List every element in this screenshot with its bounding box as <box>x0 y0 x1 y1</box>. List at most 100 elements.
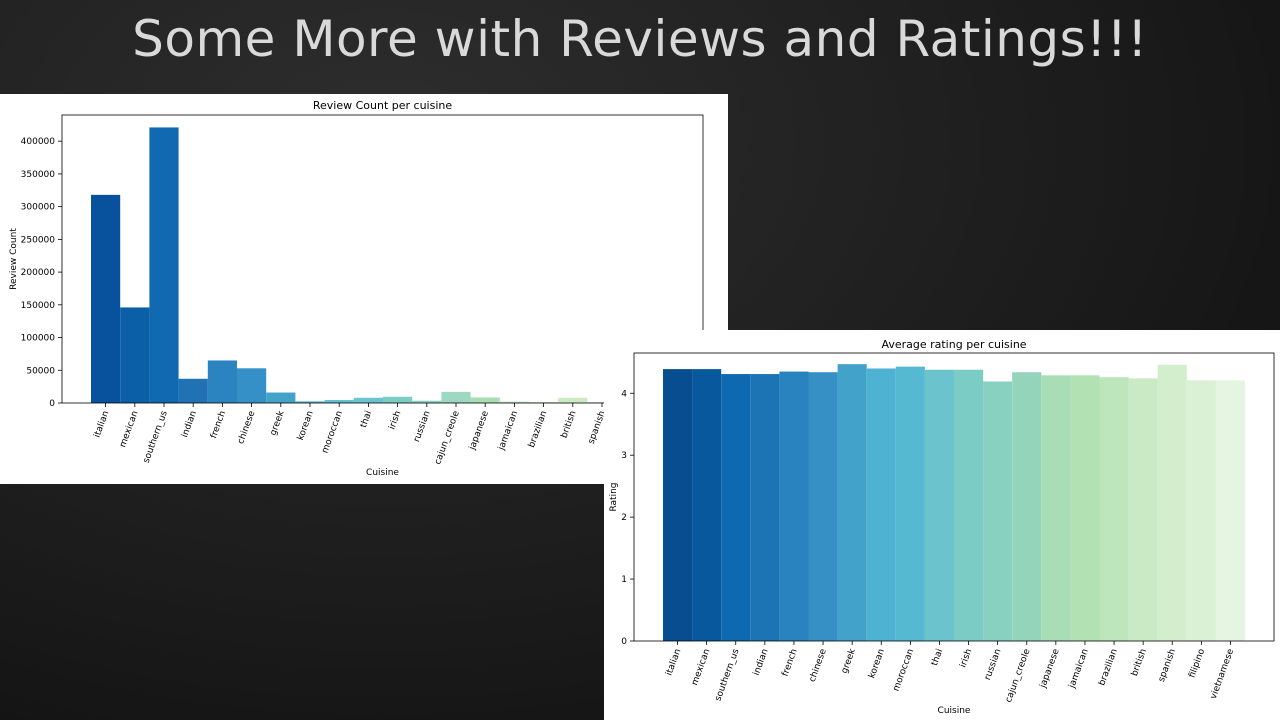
ratings-x-tick-label: cajun_creole <box>1004 647 1033 704</box>
review-count-chart: Review Count per cuisine italian mexican so… <box>9 99 704 478</box>
ratings-x-tick-label: moroccan <box>892 648 917 693</box>
slide-title: Some More with Reviews and Ratings!!! <box>132 10 1148 68</box>
reviews-bar <box>295 401 325 403</box>
reviews-y-axis-label: Review Count <box>9 228 19 290</box>
ratings-x-tick-label: filipino <box>1187 647 1207 679</box>
ratings-x-tick-label: mexican <box>690 648 712 687</box>
reviews-y-tick-label: 400000 <box>21 137 56 147</box>
reviews-bar <box>237 368 267 403</box>
reviews-bar <box>587 402 617 403</box>
ratings-x-tick-label: spanish <box>1157 648 1178 684</box>
ratings-bar <box>1186 380 1216 641</box>
ratings-x-tick-label: southern_us <box>713 647 741 702</box>
reviews-y-tick-label: 150000 <box>21 301 56 311</box>
ratings-bar <box>779 371 809 641</box>
ratings-x-tick-label: thai <box>930 648 945 668</box>
ratings-x-tick-label: vietnamese <box>1209 647 1237 700</box>
reviews-bar <box>383 396 413 403</box>
reviews-y-tick-label: 250000 <box>21 235 56 245</box>
reviews-x-tick-label: greek <box>268 409 286 437</box>
reviews-x-tick-label: indian <box>180 410 199 439</box>
ratings-bar <box>954 369 984 641</box>
ratings-x-axis-label: Cuisine <box>938 706 971 716</box>
ratings-x-tick-label: jamaican <box>1067 648 1091 691</box>
ratings-bar <box>1128 378 1158 641</box>
ratings-bar <box>1012 372 1042 641</box>
reviews-x-axis-label: Cuisine <box>366 468 399 478</box>
ratings-x-tick-label: brazilian <box>1097 648 1120 687</box>
ratings-x-tick-label: indian <box>752 648 771 677</box>
reviews-x-tick-label: russian <box>412 410 433 444</box>
ratings-y-axis-label: Rating <box>609 482 619 511</box>
reviews-bar <box>91 194 121 403</box>
reviews-x-tick-label: italian <box>93 410 112 440</box>
ratings-bar <box>895 366 925 641</box>
reviews-bar <box>441 391 471 403</box>
reviews-bar <box>266 392 296 403</box>
ratings-bar <box>1157 364 1187 641</box>
ratings-x-tick-label: french <box>781 648 800 678</box>
reviews-x-tick-label: mexican <box>118 410 140 449</box>
reviews-axes-frame <box>61 114 704 404</box>
reviews-bar <box>353 397 383 403</box>
ratings-bar <box>1041 375 1071 641</box>
reviews-x-tick-label: brazilian <box>527 410 550 449</box>
reviews-x-tick-label: korean <box>296 410 316 442</box>
ratings-bar <box>866 368 896 641</box>
reviews-x-tick-label: cajun_creole <box>433 409 462 466</box>
reviews-y-tick-label: 100000 <box>21 334 56 344</box>
ratings-title: Average rating per cuisine <box>881 338 1026 351</box>
ratings-x-tick-label: japanese <box>1038 647 1062 690</box>
reviews-title: Review Count per cuisine <box>313 99 453 112</box>
reviews-x-tick-label: thai <box>359 410 374 430</box>
ratings-bar <box>750 374 780 641</box>
reviews-x-tick-label: british <box>560 410 579 440</box>
ratings-x-tick-label: russian <box>983 648 1004 682</box>
ratings-x-tick-label: greek <box>840 647 858 675</box>
ratings-bar <box>924 369 954 641</box>
reviews-bar <box>120 307 150 403</box>
ratings-x-tick-label: korean <box>867 648 887 680</box>
reviews-bar <box>149 127 179 403</box>
ratings-x-tick-label: italian <box>664 648 683 678</box>
reviews-x-tick-label: japanese <box>467 409 491 452</box>
reviews-x-tick-label: moroccan <box>320 410 345 455</box>
reviews-x-tick-label: chinese <box>236 409 257 445</box>
reviews-bar <box>529 402 559 403</box>
reviews-x-tick-label: french <box>209 410 228 440</box>
reviews-x-tick-label: jamaican <box>496 410 520 453</box>
ratings-y-tick-label: 3 <box>621 451 627 461</box>
ratings-y-tick-label: 2 <box>621 513 627 523</box>
average-rating-chart-panel: Average rating per cuisine italian mexican… <box>604 330 1280 720</box>
reviews-x-tick-label: irish <box>387 410 403 431</box>
ratings-x-tick-label: irish <box>958 648 974 669</box>
ratings-x-tick-label: chinese <box>808 647 829 683</box>
reviews-y-tick-label: 0 <box>49 399 55 409</box>
ratings-bar <box>1215 380 1245 641</box>
ratings-y-tick-label: 4 <box>621 389 627 399</box>
ratings-x-tick-label: british <box>1130 648 1149 678</box>
ratings-bar <box>1099 377 1129 641</box>
reviews-y-tick-label: 50000 <box>26 366 55 376</box>
ratings-bar <box>837 364 867 641</box>
reviews-y-tick-label: 350000 <box>21 170 56 180</box>
ratings-bar <box>663 369 693 641</box>
review-count-chart-panel: Review Count per cuisine italian mexican so… <box>0 94 728 484</box>
ratings-axes-frame <box>633 352 1275 642</box>
reviews-y-tick-label: 200000 <box>21 268 56 278</box>
reviews-bar <box>412 400 442 403</box>
reviews-bar <box>178 378 208 403</box>
reviews-x-tick-label: southern_us <box>142 409 170 464</box>
average-rating-chart: Average rating per cuisine italian mexican… <box>609 338 1275 716</box>
ratings-bar <box>692 369 722 641</box>
ratings-bar <box>1070 375 1100 641</box>
ratings-bar <box>721 374 751 641</box>
ratings-bar <box>808 372 838 641</box>
ratings-y-tick-label: 1 <box>621 575 627 585</box>
ratings-bar <box>983 381 1013 641</box>
reviews-bar <box>499 401 529 403</box>
reviews-bar <box>207 360 237 403</box>
reviews-y-tick-label: 300000 <box>21 203 56 213</box>
reviews-bar <box>470 397 500 403</box>
ratings-y-tick-label: 0 <box>621 637 627 647</box>
